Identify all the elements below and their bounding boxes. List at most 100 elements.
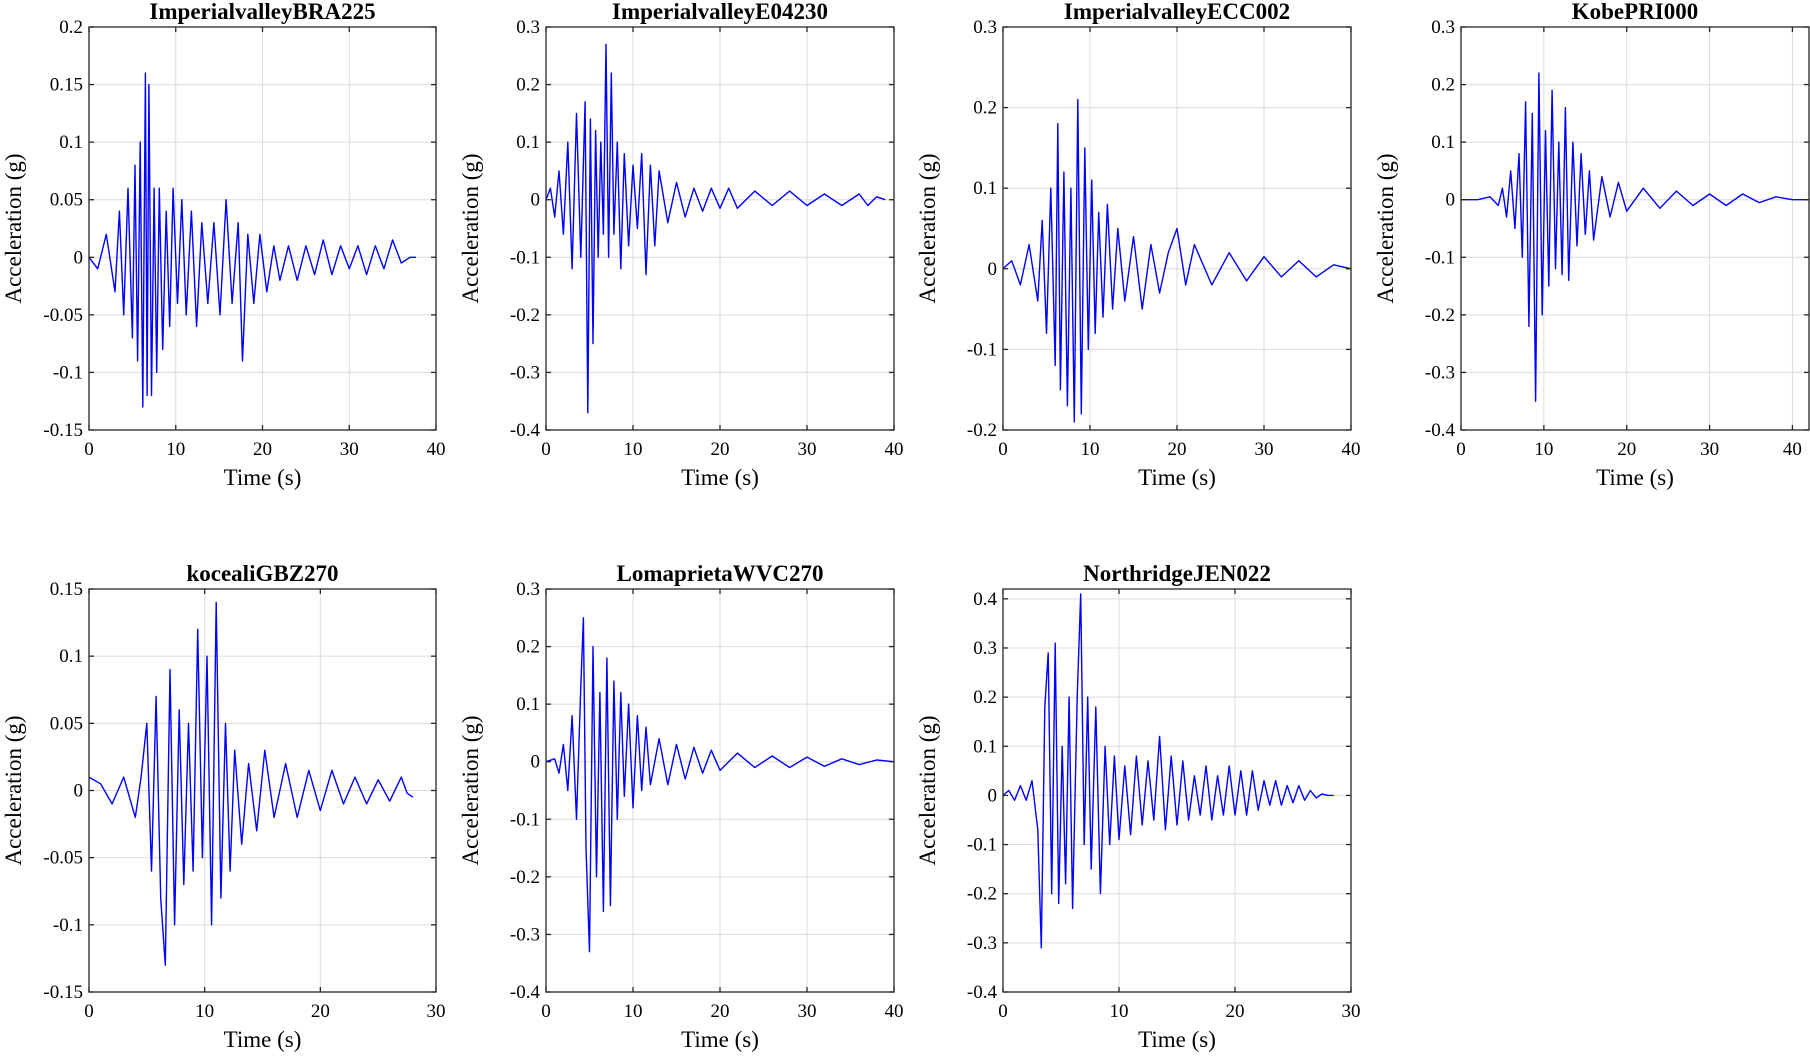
- y-tick-label: 0.05: [50, 713, 83, 734]
- x-tick-label: 10: [1534, 439, 1553, 460]
- y-tick-label: -0.05: [43, 305, 83, 326]
- acceleration-trace: [1002, 98, 1352, 423]
- x-tick-label: 20: [311, 1001, 330, 1022]
- x-tick-label: 20: [1617, 439, 1636, 460]
- y-tick-label: -0.1: [510, 809, 540, 830]
- x-axis-label: Time (s): [1138, 1027, 1216, 1052]
- x-tick-label: 30: [427, 1001, 446, 1022]
- y-tick-label: -0.2: [510, 305, 540, 326]
- x-tick-label: 10: [195, 1001, 214, 1022]
- y-tick-label: -0.4: [1425, 420, 1456, 441]
- x-axis-label: Time (s): [224, 1027, 302, 1052]
- y-tick-label: 0: [531, 190, 541, 211]
- y-tick-label: 0.2: [973, 98, 997, 119]
- x-tick-label: 0: [541, 1001, 551, 1022]
- y-axis-label: Acceleration (g): [458, 153, 483, 303]
- axes-frame: [1460, 26, 1810, 431]
- x-tick-label: 40: [427, 439, 446, 460]
- y-tick-label: -0.3: [510, 924, 540, 945]
- y-tick-label: 0.15: [50, 75, 83, 96]
- x-tick-label: 30: [340, 439, 359, 460]
- y-tick-label: -0.2: [967, 884, 997, 905]
- acceleration-trace: [88, 72, 416, 408]
- y-tick-label: -0.4: [510, 420, 541, 441]
- y-tick-label: 0.15: [50, 579, 83, 600]
- y-tick-label: -0.1: [53, 362, 83, 383]
- chart-title: kocealiGBZ270: [186, 561, 338, 586]
- x-tick-label: 10: [624, 439, 643, 460]
- chart-title: KobePRI000: [1572, 0, 1699, 24]
- chart-panel: 0 10 20 30 -0.4 -0.3 -0.2 -0.1 0 0.1 0.2 0.3 0.4 Nort…: [915, 561, 1361, 1052]
- y-tick-label: 0: [1446, 190, 1456, 211]
- chart-title: ImperialvalleyE04230: [612, 0, 828, 24]
- x-tick-label: 20: [253, 439, 272, 460]
- x-tick-label: 20: [1226, 1001, 1245, 1022]
- y-tick-label: 0.3: [973, 638, 997, 659]
- x-tick-label: 30: [1342, 1001, 1361, 1022]
- y-tick-label: 0.3: [516, 17, 540, 38]
- chart-panel: 0 10 20 30 40 -0.4 -0.3 -0.2 -0.1 0 0.1 0.2 0.3 Imper…: [458, 0, 904, 490]
- y-axis-label: Acceleration (g): [1373, 153, 1398, 303]
- y-tick-label: -0.15: [43, 420, 83, 441]
- y-tick-label: 0.4: [973, 589, 997, 610]
- y-tick-label: 0: [74, 247, 84, 268]
- chart-title: NorthridgeJEN022: [1083, 561, 1271, 586]
- x-axis-label: Time (s): [1138, 465, 1216, 490]
- x-axis-label: Time (s): [681, 1027, 759, 1052]
- y-tick-label: 0: [74, 781, 84, 802]
- y-tick-label: 0: [988, 785, 998, 806]
- y-tick-label: 0.2: [973, 687, 997, 708]
- y-tick-label: 0.1: [59, 132, 83, 153]
- x-tick-label: 10: [166, 439, 185, 460]
- chart-panel: 0 10 20 30 40 -0.15 -0.1 -0.05 0 0.05 0.1 0.15 0.2 Im…: [1, 0, 446, 490]
- chart-title: ImperialvalleyBRA225: [149, 0, 375, 24]
- y-tick-label: -0.2: [1425, 305, 1455, 326]
- x-tick-label: 10: [624, 1001, 643, 1022]
- x-tick-label: 30: [798, 1001, 817, 1022]
- x-tick-label: 0: [84, 439, 94, 460]
- y-tick-label: -0.05: [43, 848, 83, 869]
- y-tick-label: 0.1: [973, 178, 997, 199]
- acceleration-trace: [545, 43, 886, 414]
- y-tick-label: -0.4: [510, 982, 541, 1003]
- chart-panel: 0 10 20 30 40 -0.2 -0.1 0 0.1 0.2 0.3 Imperialvalle…: [915, 0, 1361, 490]
- x-tick-label: 0: [998, 439, 1008, 460]
- chart-panel: 0 10 20 30 -0.15 -0.1 -0.05 0 0.05 0.1 0.15 koceali…: [1, 561, 446, 1052]
- x-tick-label: 40: [1783, 439, 1802, 460]
- x-tick-label: 40: [1342, 439, 1361, 460]
- plot-area: [1461, 27, 1809, 430]
- y-axis-label: Acceleration (g): [915, 153, 940, 303]
- y-tick-label: 0.2: [516, 75, 540, 96]
- y-tick-label: -0.1: [1425, 247, 1455, 268]
- x-tick-label: 10: [1081, 439, 1100, 460]
- y-tick-label: 0.3: [1431, 17, 1455, 38]
- y-tick-label: -0.3: [967, 933, 997, 954]
- x-tick-label: 0: [84, 1001, 94, 1022]
- y-tick-label: -0.1: [53, 915, 83, 936]
- x-tick-label: 10: [1110, 1001, 1129, 1022]
- chart-panel: 0 10 20 30 40 -0.4 -0.3 -0.2 -0.1 0 0.1 0.2 0.3 Lomap…: [458, 561, 904, 1052]
- y-axis-label: Acceleration (g): [1, 153, 26, 303]
- x-tick-label: 20: [711, 439, 730, 460]
- chart-title: LomaprietaWVC270: [617, 561, 824, 586]
- y-tick-label: -0.4: [967, 982, 998, 1003]
- chart-title: ImperialvalleyECC002: [1064, 0, 1290, 24]
- x-tick-label: 20: [1168, 439, 1187, 460]
- y-tick-label: 0.3: [516, 579, 540, 600]
- x-tick-label: 0: [998, 1001, 1008, 1022]
- x-tick-label: 0: [1456, 439, 1466, 460]
- y-tick-label: -0.2: [510, 867, 540, 888]
- x-tick-label: 20: [711, 1001, 730, 1022]
- y-tick-label: 0.1: [1431, 132, 1455, 153]
- y-axis-label: Acceleration (g): [458, 715, 483, 865]
- y-tick-label: 0.1: [516, 694, 540, 715]
- x-axis-label: Time (s): [1596, 465, 1674, 490]
- acceleration-trace: [1002, 593, 1334, 949]
- axes-frame: [1002, 588, 1352, 993]
- x-tick-label: 30: [1700, 439, 1719, 460]
- y-tick-label: -0.2: [967, 420, 997, 441]
- x-tick-label: 40: [885, 1001, 904, 1022]
- y-tick-label: 0.2: [1431, 75, 1455, 96]
- y-tick-label: 0.3: [973, 17, 997, 38]
- y-tick-label: 0.1: [516, 132, 540, 153]
